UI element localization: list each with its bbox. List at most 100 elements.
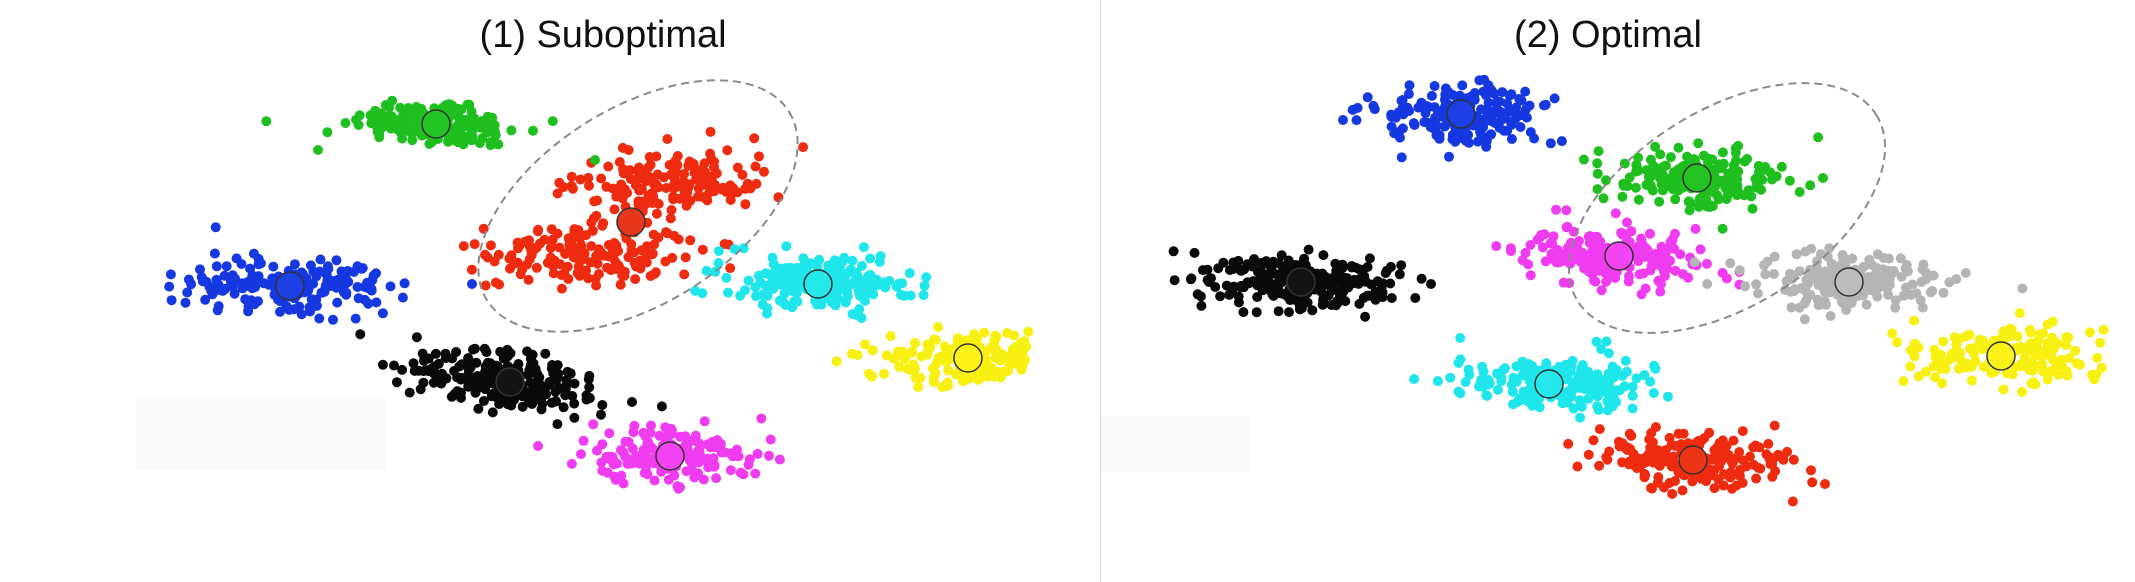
- data-point: [471, 357, 482, 368]
- data-point: [722, 145, 733, 156]
- data-point: [1725, 258, 1736, 269]
- data-point: [1960, 268, 1971, 278]
- data-point: [1481, 390, 1492, 401]
- data-point: [768, 283, 779, 294]
- data-point: [634, 185, 645, 196]
- data-point: [1592, 242, 1603, 253]
- data-point: [1895, 253, 1906, 264]
- data-point: [620, 436, 631, 447]
- data-point: [2042, 374, 2053, 385]
- data-point: [1622, 445, 1633, 455]
- data-point: [1426, 90, 1437, 101]
- data-point: [665, 213, 676, 224]
- data-point: [1563, 438, 1574, 449]
- data-point: [1728, 435, 1739, 446]
- data-point: [275, 306, 285, 317]
- data-point: [1690, 223, 1701, 234]
- data-point: [1799, 314, 1810, 325]
- data-point: [713, 258, 724, 268]
- data-point: [227, 281, 238, 292]
- data-point: [651, 208, 662, 219]
- data-point: [1639, 370, 1650, 380]
- data-point: [725, 194, 736, 205]
- data-point: [377, 359, 388, 370]
- data-point: [1955, 347, 1965, 358]
- data-point: [428, 368, 439, 379]
- data-point: [1664, 432, 1675, 443]
- data-point: [404, 387, 415, 398]
- data-point: [2052, 357, 2063, 368]
- data-point: [668, 191, 679, 202]
- magenta-centroid: [1604, 241, 1634, 271]
- data-point: [211, 261, 222, 272]
- data-point: [1702, 279, 1713, 289]
- data-point: [1521, 390, 1532, 401]
- data-point: [1754, 442, 1765, 453]
- data-point: [495, 346, 506, 357]
- data-point: [1238, 307, 1249, 318]
- data-point: [1529, 133, 1540, 144]
- data-point: [400, 119, 411, 130]
- suboptimal-title: (1) Suboptimal: [479, 14, 727, 56]
- data-point: [1799, 298, 1810, 309]
- data-point: [689, 167, 700, 178]
- data-point: [603, 161, 614, 172]
- data-point: [1864, 254, 1875, 265]
- data-point: [528, 125, 538, 136]
- data-point: [406, 111, 417, 122]
- data-point: [616, 179, 627, 190]
- data-point: [1650, 141, 1661, 152]
- data-point: [1639, 243, 1650, 253]
- data-point: [1256, 257, 1267, 268]
- data-point: [1236, 265, 1247, 276]
- data-point: [1699, 469, 1710, 480]
- data-point: [1340, 296, 1351, 307]
- data-point: [311, 300, 322, 311]
- data-point: [677, 192, 688, 203]
- data-point: [1410, 293, 1421, 303]
- data-point: [608, 183, 618, 194]
- data-point: [487, 407, 498, 418]
- data-point: [1927, 286, 1938, 296]
- data-point: [451, 347, 462, 357]
- data-point: [856, 313, 867, 323]
- data-point: [673, 234, 684, 245]
- data-point: [1694, 193, 1705, 204]
- data-point: [592, 195, 603, 206]
- data-point: [679, 269, 690, 280]
- data-point: [583, 172, 594, 183]
- data-point: [348, 267, 359, 277]
- data-point: [1763, 438, 1774, 449]
- data-point: [698, 454, 709, 465]
- data-point: [469, 343, 480, 354]
- data-point: [2092, 352, 2103, 363]
- data-point: [550, 396, 561, 407]
- yellow-centroid: [1986, 341, 2016, 371]
- data-point: [1517, 370, 1528, 381]
- data-point: [707, 171, 717, 182]
- data-point: [377, 308, 388, 319]
- data-point: [2064, 353, 2075, 364]
- data-point: [261, 116, 272, 127]
- data-point: [1645, 228, 1655, 239]
- data-point: [1527, 400, 1538, 411]
- data-point: [2070, 345, 2081, 356]
- data-point: [1998, 326, 2009, 337]
- data-point: [693, 183, 704, 194]
- data-point: [1511, 376, 1522, 387]
- data-point: [573, 261, 584, 272]
- data-point: [1455, 333, 1466, 343]
- data-point: [634, 162, 644, 173]
- data-point: [1386, 121, 1397, 132]
- data-point: [1601, 175, 1611, 186]
- data-point: [469, 239, 480, 250]
- data-point: [1506, 246, 1516, 257]
- data-point: [781, 241, 792, 252]
- data-point: [687, 465, 698, 476]
- data-point: [684, 455, 695, 466]
- data-point: [698, 474, 709, 485]
- data-point: [1787, 496, 1798, 507]
- data-point: [1858, 261, 1869, 272]
- data-point: [1592, 231, 1602, 242]
- data-point: [778, 297, 789, 308]
